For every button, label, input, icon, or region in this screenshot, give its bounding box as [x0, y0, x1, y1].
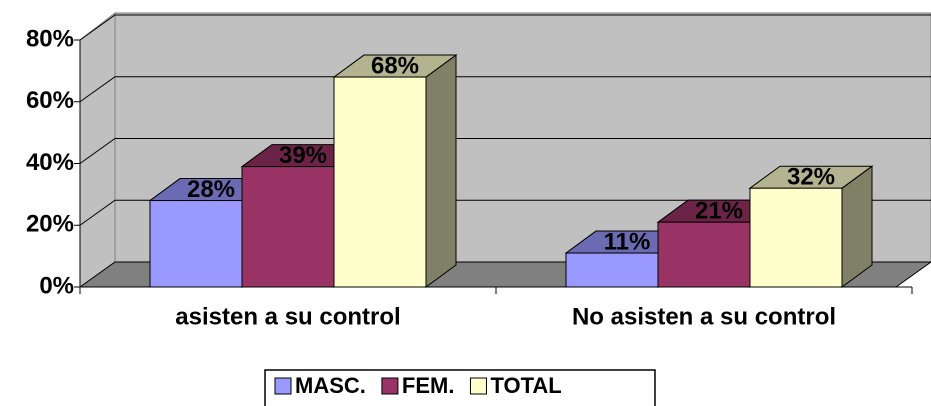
legend-label: MASC.: [295, 373, 366, 398]
data-label: 32%: [787, 164, 835, 191]
legend-swatch: [381, 377, 399, 395]
grid-line: [79, 199, 931, 226]
x-tick-label: No asisten a su control: [572, 303, 836, 330]
bar: [149, 200, 243, 288]
grid-line: [79, 14, 931, 41]
grid-line: [79, 138, 931, 164]
legend-swatch: [274, 377, 292, 395]
legend: [264, 369, 656, 406]
bar-side: [425, 54, 457, 288]
data-label: 21%: [695, 198, 743, 225]
x-tick-label: asisten a su control: [175, 303, 400, 330]
bar: [241, 166, 335, 288]
y-tick-label: 0%: [39, 272, 74, 299]
side-wall: [79, 11, 116, 288]
legend-label: TOTAL: [490, 373, 561, 398]
data-label: 68%: [371, 52, 419, 79]
legend-label: FEM.: [402, 373, 455, 398]
y-tick-label: 80%: [26, 25, 74, 52]
data-label: 28%: [187, 176, 235, 203]
data-label: 11%: [604, 228, 651, 255]
bar: [565, 252, 659, 288]
bar: [333, 76, 427, 288]
data-label: 39%: [279, 142, 327, 169]
y-tick-label: 60%: [26, 87, 74, 114]
grid-line: [79, 76, 931, 103]
y-tick-label: 20%: [26, 211, 74, 238]
y-tick-label: 40%: [26, 149, 74, 176]
legend-swatch: [469, 377, 487, 395]
bar: [749, 187, 843, 288]
bar: [657, 221, 751, 288]
